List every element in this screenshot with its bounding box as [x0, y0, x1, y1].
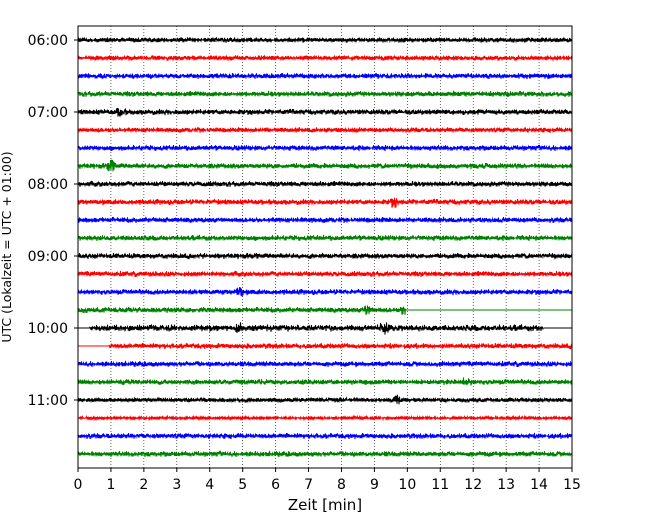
x-tick-label: 15 [563, 477, 581, 493]
seismogram-trace [77, 144, 573, 152]
trace-row [77, 144, 573, 152]
x-tick-label: 8 [337, 477, 346, 493]
seismogram-trace [77, 270, 573, 278]
trace-row [77, 180, 573, 188]
trace-row [77, 234, 573, 242]
seismogram-trace [77, 180, 573, 188]
y-tick-label: 10:00 [28, 321, 68, 337]
x-tick-label: 10 [398, 477, 416, 493]
seismogram-trace [77, 450, 573, 458]
trace-row [77, 36, 573, 44]
seismogram-trace [77, 54, 573, 62]
y-tick-label: 08:00 [28, 177, 68, 193]
trace-row [77, 216, 573, 224]
seismogram-trace [77, 36, 573, 44]
x-tick-label: 13 [497, 477, 515, 493]
x-tick-label: 14 [530, 477, 548, 493]
y-tick-label: 11:00 [28, 393, 68, 409]
seismogram-trace [89, 322, 544, 335]
x-axis-label: Zeit [min] [288, 496, 362, 514]
seismogram-trace [77, 216, 573, 224]
seismogram-trace [77, 107, 573, 117]
trace-row [78, 342, 573, 350]
x-tick-label: 2 [139, 477, 148, 493]
seismogram-trace [77, 126, 573, 134]
trace-row [77, 197, 573, 208]
x-tick-label: 1 [106, 477, 115, 493]
trace-row [77, 287, 573, 297]
seismogram-trace [77, 305, 406, 316]
seismogram-trace [77, 377, 573, 386]
seismogram-trace [77, 234, 573, 242]
x-tick-label: 9 [370, 477, 379, 493]
seismogram-trace [77, 432, 573, 440]
trace-row [77, 414, 573, 422]
x-tick-label: 12 [464, 477, 482, 493]
seismogram-trace [77, 72, 573, 80]
seismogram-trace [77, 394, 573, 405]
seismogram-traces [77, 36, 573, 458]
seismogram-trace [108, 342, 573, 350]
y-tick-label: 06:00 [28, 33, 68, 49]
trace-row [77, 107, 573, 117]
trace-row [78, 322, 572, 335]
trace-row [77, 252, 573, 260]
x-tick-label: 0 [74, 477, 83, 493]
y-tick-label: 07:00 [28, 105, 68, 121]
plot-frame [77, 25, 573, 469]
y-tick-label: 09:00 [28, 249, 68, 265]
seismogram-trace [77, 360, 573, 368]
trace-row [77, 432, 573, 440]
trace-row [77, 72, 573, 80]
x-tick-label: 7 [304, 477, 313, 493]
trace-row [77, 305, 572, 316]
trace-row [77, 54, 573, 62]
trace-row [77, 270, 573, 278]
seismogram-trace [77, 252, 573, 260]
trace-row [77, 126, 573, 134]
seismogram-trace [77, 90, 573, 98]
seismogram-trace [77, 197, 573, 208]
x-tick-label: 3 [172, 477, 181, 493]
trace-row [77, 450, 573, 458]
trace-row [77, 159, 573, 172]
x-tick-label: 11 [431, 477, 449, 493]
trace-row [77, 360, 573, 368]
trace-row [77, 394, 573, 405]
x-axis-ticks: 0 1 2 3 4 5 6 7 8 9 10 11 12 13 14 15 [74, 468, 581, 493]
y-axis-ticks: 06:00 07:00 08:00 09:00 10:00 11:00 [28, 33, 78, 409]
seismogram-trace [77, 414, 573, 422]
x-tick-label: 6 [271, 477, 280, 493]
y-axis-label: UTC (Lokalzeit = UTC + 01:00) [0, 151, 14, 342]
trace-row [77, 377, 573, 386]
x-tick-label: 5 [238, 477, 247, 493]
trace-row [77, 90, 573, 98]
seismogram-trace [77, 287, 573, 297]
x-tick-label: 4 [205, 477, 214, 493]
seismogram-trace [77, 159, 573, 172]
